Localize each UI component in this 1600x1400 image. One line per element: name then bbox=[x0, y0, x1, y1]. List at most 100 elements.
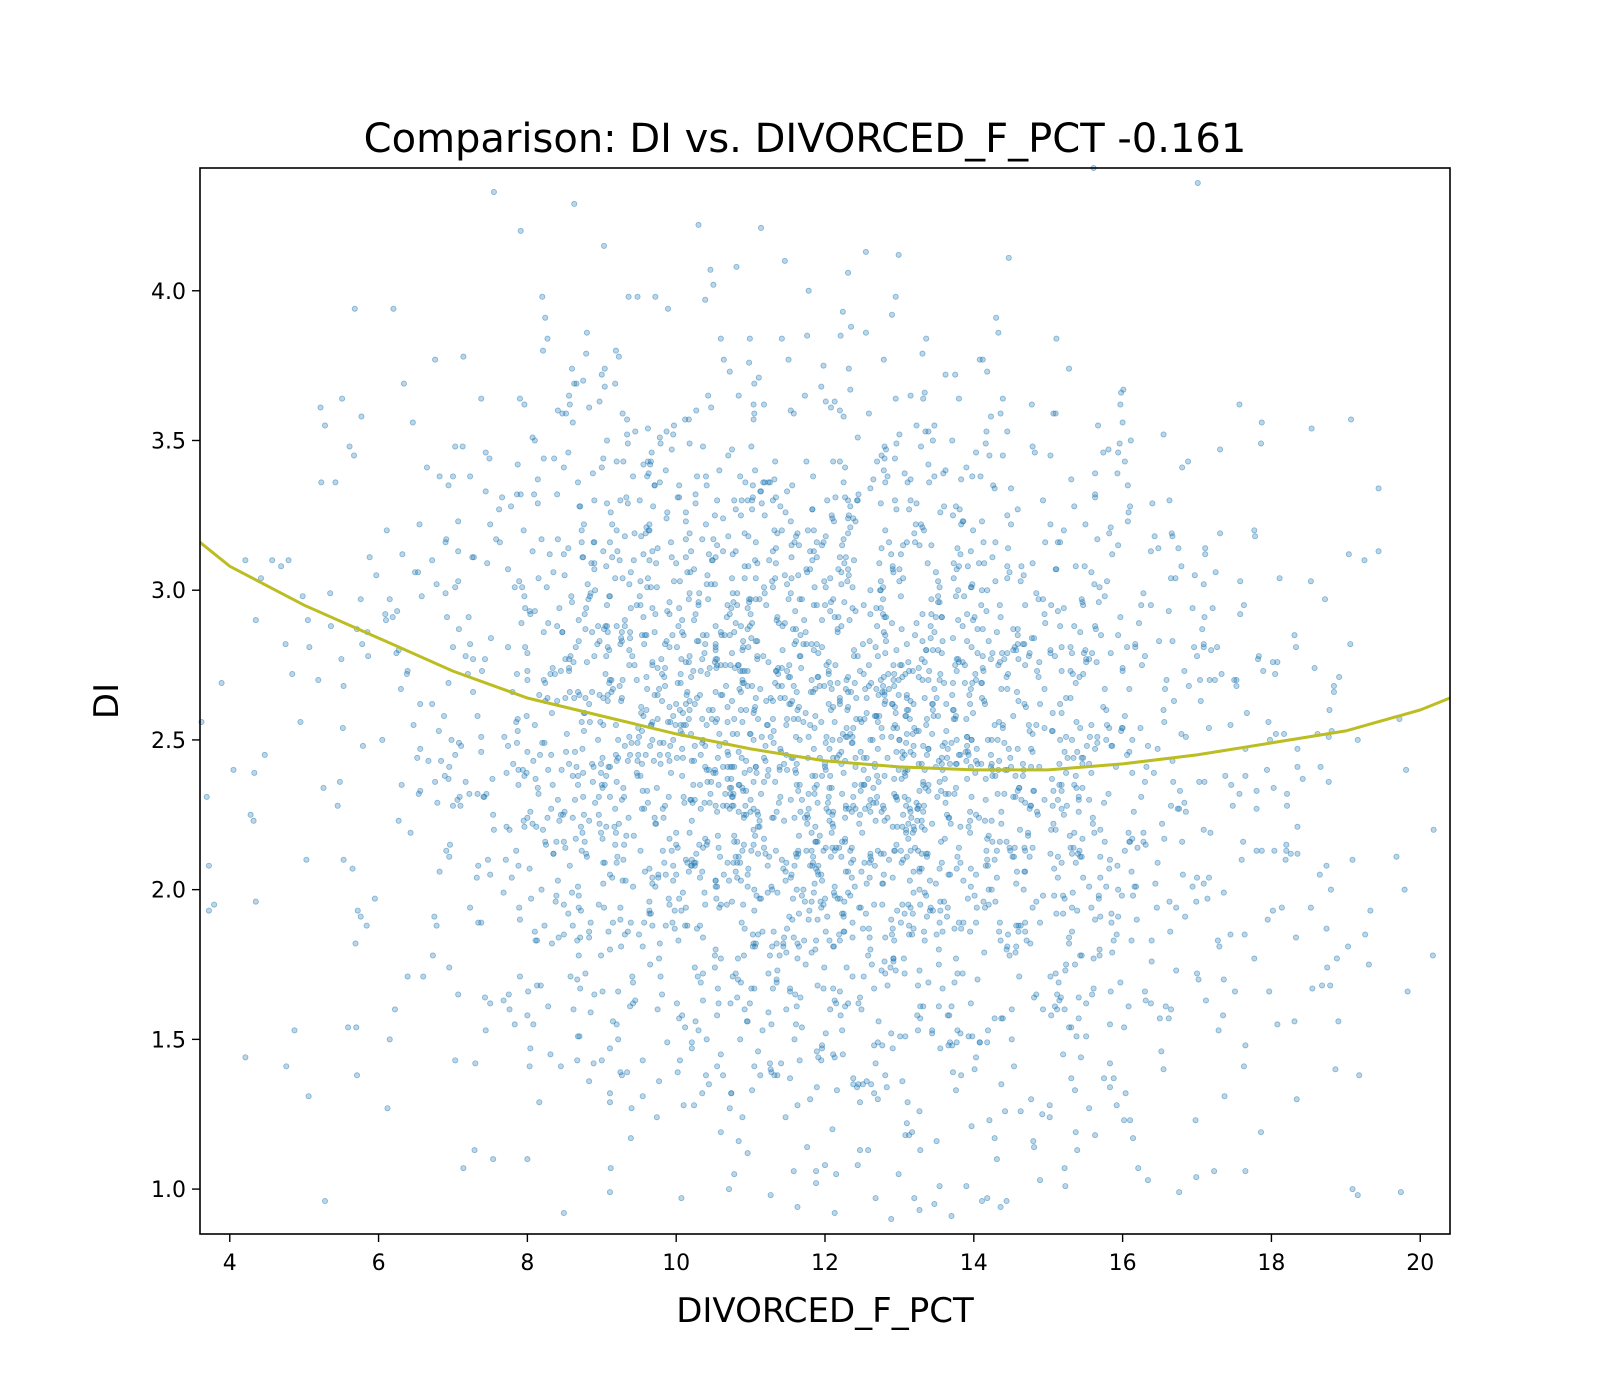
data-point bbox=[798, 665, 805, 672]
data-point bbox=[351, 305, 358, 312]
data-point bbox=[842, 464, 849, 471]
data-point bbox=[757, 1072, 764, 1079]
data-point bbox=[1189, 605, 1196, 612]
y-tick-label: 1.0 bbox=[151, 1178, 186, 1203]
data-point bbox=[737, 623, 744, 630]
x-tick-label: 12 bbox=[811, 1251, 839, 1276]
data-point bbox=[352, 940, 359, 947]
data-point bbox=[680, 1102, 687, 1109]
data-point bbox=[1030, 1138, 1037, 1145]
data-point bbox=[1141, 778, 1148, 785]
data-point bbox=[1124, 518, 1131, 525]
data-point bbox=[624, 416, 631, 423]
data-point bbox=[839, 542, 846, 549]
data-point bbox=[1251, 955, 1258, 962]
data-point bbox=[653, 584, 660, 591]
data-point bbox=[882, 650, 889, 657]
data-point bbox=[752, 763, 759, 770]
data-point bbox=[582, 695, 589, 702]
data-point bbox=[515, 862, 522, 869]
data-point bbox=[941, 680, 948, 687]
data-point bbox=[714, 542, 721, 549]
data-point bbox=[978, 587, 985, 594]
data-point bbox=[1096, 584, 1103, 591]
data-point bbox=[665, 793, 672, 800]
data-point bbox=[854, 434, 861, 441]
data-point bbox=[590, 763, 597, 770]
data-point bbox=[1004, 686, 1011, 693]
data-point bbox=[609, 919, 616, 926]
data-point bbox=[661, 674, 668, 681]
x-tick-label: 18 bbox=[1257, 1251, 1285, 1276]
data-point bbox=[884, 754, 891, 761]
data-point bbox=[998, 808, 1005, 815]
data-point bbox=[984, 835, 991, 842]
data-point bbox=[891, 497, 898, 504]
data-point bbox=[1103, 736, 1110, 743]
data-point bbox=[931, 686, 938, 693]
data-point bbox=[690, 781, 697, 788]
data-point bbox=[581, 838, 588, 845]
data-point bbox=[1152, 880, 1159, 887]
data-point bbox=[814, 799, 821, 806]
data-point bbox=[942, 790, 949, 797]
data-point bbox=[881, 700, 888, 707]
data-point bbox=[992, 539, 999, 546]
data-point bbox=[321, 1198, 328, 1205]
data-point bbox=[751, 1063, 758, 1070]
data-point bbox=[665, 751, 672, 758]
data-point bbox=[602, 671, 609, 678]
data-point bbox=[525, 988, 532, 995]
data-point bbox=[1021, 868, 1028, 875]
data-point bbox=[777, 695, 784, 702]
data-point bbox=[902, 772, 909, 779]
data-point bbox=[813, 1168, 820, 1175]
data-point bbox=[398, 781, 405, 788]
data-point bbox=[487, 871, 494, 878]
data-point bbox=[866, 874, 873, 881]
data-point bbox=[1147, 1000, 1154, 1007]
data-point bbox=[803, 458, 810, 465]
data-point bbox=[847, 730, 854, 737]
data-point bbox=[1182, 733, 1189, 740]
data-point bbox=[774, 967, 781, 974]
data-point bbox=[592, 587, 599, 594]
data-point bbox=[778, 683, 785, 690]
data-point bbox=[646, 557, 653, 564]
data-point bbox=[825, 808, 832, 815]
data-point bbox=[838, 853, 845, 860]
data-point bbox=[541, 922, 548, 929]
data-point bbox=[921, 389, 928, 396]
data-point bbox=[778, 335, 785, 342]
data-point bbox=[578, 539, 585, 546]
data-point bbox=[599, 835, 606, 842]
data-point bbox=[591, 653, 598, 660]
data-point bbox=[936, 919, 943, 926]
data-point bbox=[673, 754, 680, 761]
data-point bbox=[728, 575, 735, 582]
data-point bbox=[1019, 760, 1026, 767]
data-point bbox=[455, 578, 462, 585]
data-point bbox=[460, 353, 467, 360]
data-point bbox=[1027, 940, 1034, 947]
data-point bbox=[707, 790, 714, 797]
data-point bbox=[791, 1036, 798, 1043]
data-point bbox=[455, 626, 462, 633]
data-point bbox=[871, 901, 878, 908]
data-point bbox=[660, 739, 667, 746]
data-point bbox=[774, 1072, 781, 1079]
data-point bbox=[1092, 494, 1099, 501]
data-point bbox=[1079, 835, 1086, 842]
data-point bbox=[961, 593, 968, 600]
data-point bbox=[805, 916, 812, 923]
data-point bbox=[833, 1000, 840, 1007]
data-point bbox=[1155, 545, 1162, 552]
data-point bbox=[947, 820, 954, 827]
data-point bbox=[587, 590, 594, 597]
data-point bbox=[734, 602, 741, 609]
data-point bbox=[731, 629, 738, 636]
data-point bbox=[670, 578, 677, 585]
data-point bbox=[807, 689, 814, 696]
data-point bbox=[576, 503, 583, 510]
data-point bbox=[957, 551, 964, 558]
